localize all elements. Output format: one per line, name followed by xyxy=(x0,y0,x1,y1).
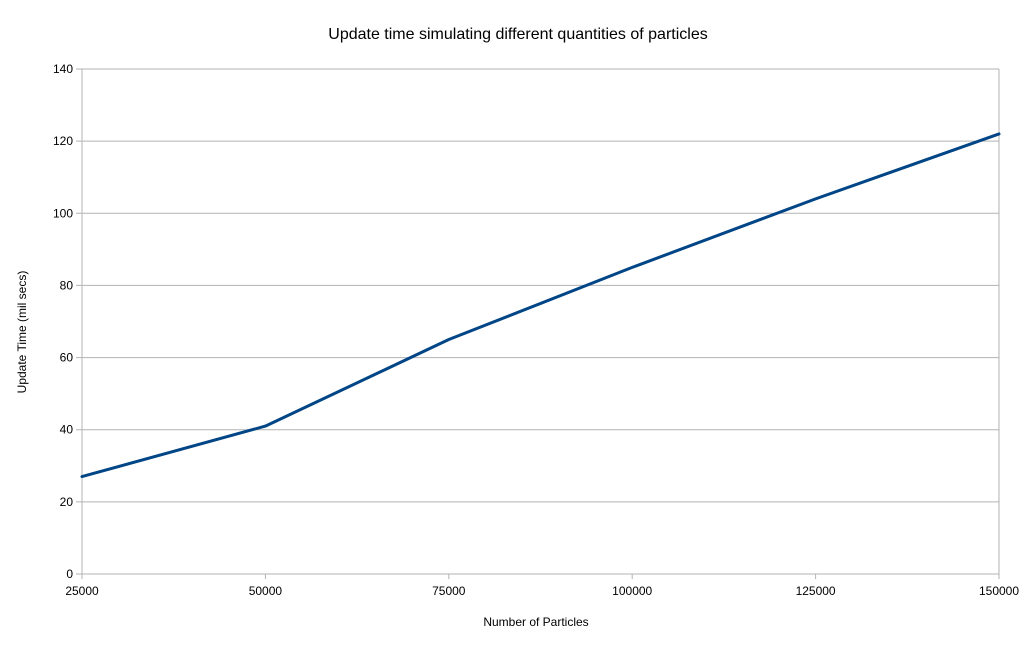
grid-lines xyxy=(76,68,999,575)
series-lines xyxy=(80,132,1001,479)
y-tick-label: 0 xyxy=(66,567,73,581)
x-axis-label: Number of Particles xyxy=(483,615,588,629)
y-axis-label: Update Time (mil secs) xyxy=(15,271,29,394)
y-tick-label: 120 xyxy=(53,134,73,148)
x-tick-label: 150000 xyxy=(979,584,1019,598)
x-tick-label: 125000 xyxy=(796,584,836,598)
y-tick-label: 40 xyxy=(60,423,74,437)
series-line-0 xyxy=(80,132,1001,479)
x-tick-label: 25000 xyxy=(65,584,99,598)
y-tick-label: 100 xyxy=(53,206,73,220)
y-tick-label: 20 xyxy=(60,495,74,509)
x-tick-labels: 25000 50000 75000 100000 125000 150000 xyxy=(65,584,1019,598)
chart-title: Update time simulating different quantit… xyxy=(328,26,707,43)
x-tick-label: 100000 xyxy=(612,584,652,598)
x-tick-label: 75000 xyxy=(432,584,466,598)
y-tick-label: 140 xyxy=(53,62,73,76)
axes xyxy=(81,69,1000,579)
x-tick-label: 50000 xyxy=(249,584,283,598)
y-tick-labels: 0 20 40 60 80 100 120 140 xyxy=(53,62,73,581)
y-tick-label: 60 xyxy=(60,351,74,365)
y-tick-label: 80 xyxy=(60,278,74,292)
